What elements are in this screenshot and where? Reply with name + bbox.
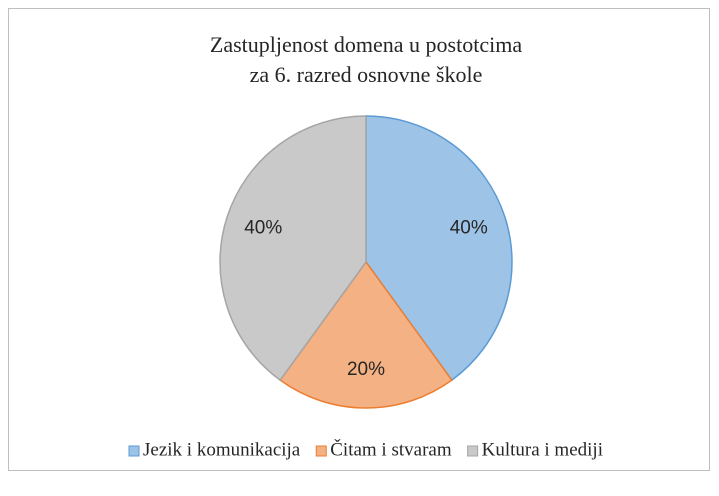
data-label: 40%: [450, 218, 488, 239]
data-label: 20%: [347, 359, 385, 380]
legend: Jezik i komunikacija Čitam i stvaram Kultu…: [128, 438, 603, 460]
pie-slice: [279, 260, 453, 409]
legend-label: Jezik i komunikacija: [143, 439, 301, 460]
legend-marker: [128, 445, 140, 457]
legend-marker: [315, 445, 327, 457]
pie-slice: [219, 115, 367, 382]
pie-slice: [365, 115, 513, 382]
legend-label: Čitam i stvaram: [330, 438, 452, 460]
legend-label: Kultura i mediji: [482, 439, 603, 460]
chart-title: Zastupljenost domena u postotcima: [210, 32, 522, 57]
chart-title: za 6. razred osnovne škole: [250, 62, 483, 87]
data-label: 40%: [244, 218, 282, 239]
legend-marker: [467, 445, 479, 457]
